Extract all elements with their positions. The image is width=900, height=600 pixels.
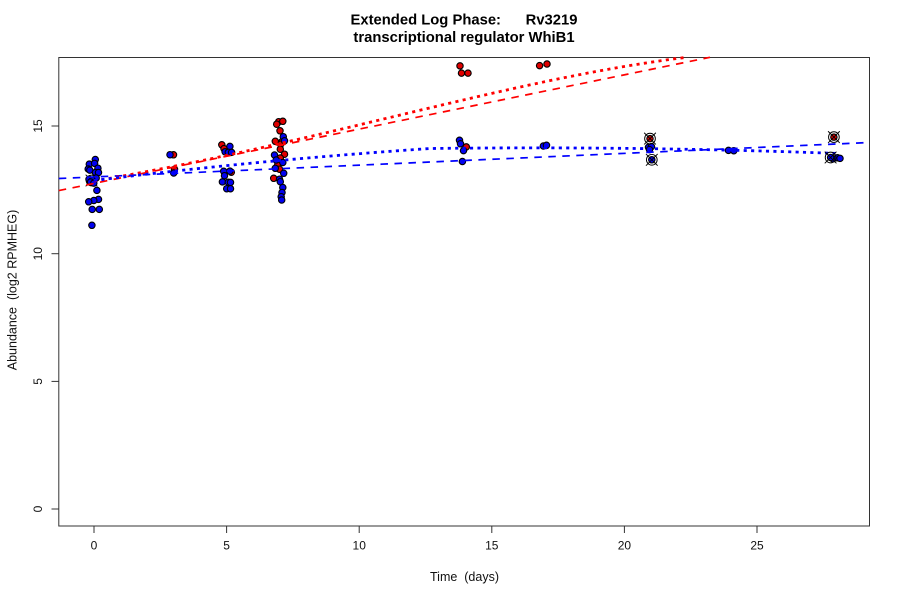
svg-text:20: 20 xyxy=(618,539,632,553)
svg-text:15: 15 xyxy=(485,539,499,553)
svg-text:10: 10 xyxy=(31,247,45,261)
svg-text:15: 15 xyxy=(31,119,45,133)
svg-text:Extended Log Phase: Rv321: Extended Log Phase: Rv3219 xyxy=(351,13,578,29)
svg-text:transcriptional regulator WhiB: transcriptional regulator WhiB1 xyxy=(353,30,574,46)
svg-text:0: 0 xyxy=(91,539,98,553)
svg-text:0: 0 xyxy=(31,505,45,512)
svg-text:5: 5 xyxy=(223,539,230,553)
svg-text:10: 10 xyxy=(353,539,367,553)
svg-text:Abundance (log2 RPMHEG): Abundance (log2 RPMHEG) xyxy=(6,210,20,371)
svg-text:25: 25 xyxy=(750,539,764,553)
svg-text:5: 5 xyxy=(31,378,45,385)
svg-text:Time (days): Time (days) xyxy=(430,570,499,584)
